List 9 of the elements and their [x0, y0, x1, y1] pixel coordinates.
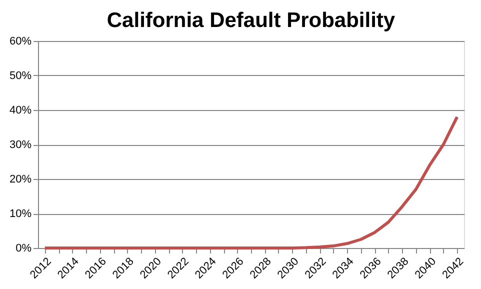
y-tick-label: 40%	[9, 104, 32, 116]
y-tick-label: 30%	[9, 139, 32, 151]
y-tick-label: 0%	[16, 242, 32, 254]
line-series	[43, 115, 459, 250]
y-tick-label: 60%	[9, 36, 32, 48]
y-tick-label: 50%	[9, 70, 32, 82]
y-tick-label: 20%	[9, 174, 32, 186]
chart-title: California Default Probability	[106, 9, 396, 32]
y-tick-label: 10%	[9, 208, 32, 220]
